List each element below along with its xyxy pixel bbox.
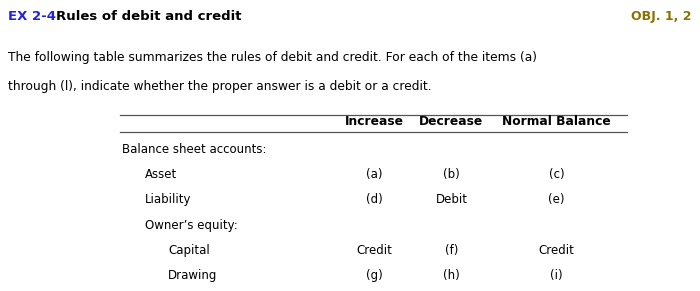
Text: (b): (b) bbox=[443, 168, 460, 181]
Text: (a): (a) bbox=[366, 168, 383, 181]
Text: Credit: Credit bbox=[356, 244, 393, 257]
Text: Increase: Increase bbox=[345, 115, 404, 128]
Text: (i): (i) bbox=[550, 269, 563, 282]
Text: Credit: Credit bbox=[538, 244, 575, 257]
Text: Asset: Asset bbox=[145, 168, 177, 181]
Text: (h): (h) bbox=[443, 269, 460, 282]
Text: Decrease: Decrease bbox=[419, 115, 484, 128]
Text: Balance sheet accounts:: Balance sheet accounts: bbox=[122, 143, 267, 156]
Text: Liability: Liability bbox=[145, 193, 191, 206]
Text: (g): (g) bbox=[366, 269, 383, 282]
Text: (c): (c) bbox=[549, 168, 564, 181]
Text: EX 2-4: EX 2-4 bbox=[8, 10, 57, 23]
Text: (d): (d) bbox=[366, 193, 383, 206]
Text: through (l), indicate whether the proper answer is a debit or a credit.: through (l), indicate whether the proper… bbox=[8, 80, 432, 93]
Text: OBJ. 1, 2: OBJ. 1, 2 bbox=[631, 10, 692, 23]
Text: Debit: Debit bbox=[435, 193, 468, 206]
Text: Drawing: Drawing bbox=[168, 269, 218, 282]
Text: Rules of debit and credit: Rules of debit and credit bbox=[56, 10, 241, 23]
Text: Owner’s equity:: Owner’s equity: bbox=[145, 219, 238, 232]
Text: (f): (f) bbox=[444, 244, 458, 257]
Text: The following table summarizes the rules of debit and credit. For each of the it: The following table summarizes the rules… bbox=[8, 51, 538, 64]
Text: Capital: Capital bbox=[168, 244, 210, 257]
Text: Normal Balance: Normal Balance bbox=[502, 115, 611, 128]
Text: (e): (e) bbox=[548, 193, 565, 206]
